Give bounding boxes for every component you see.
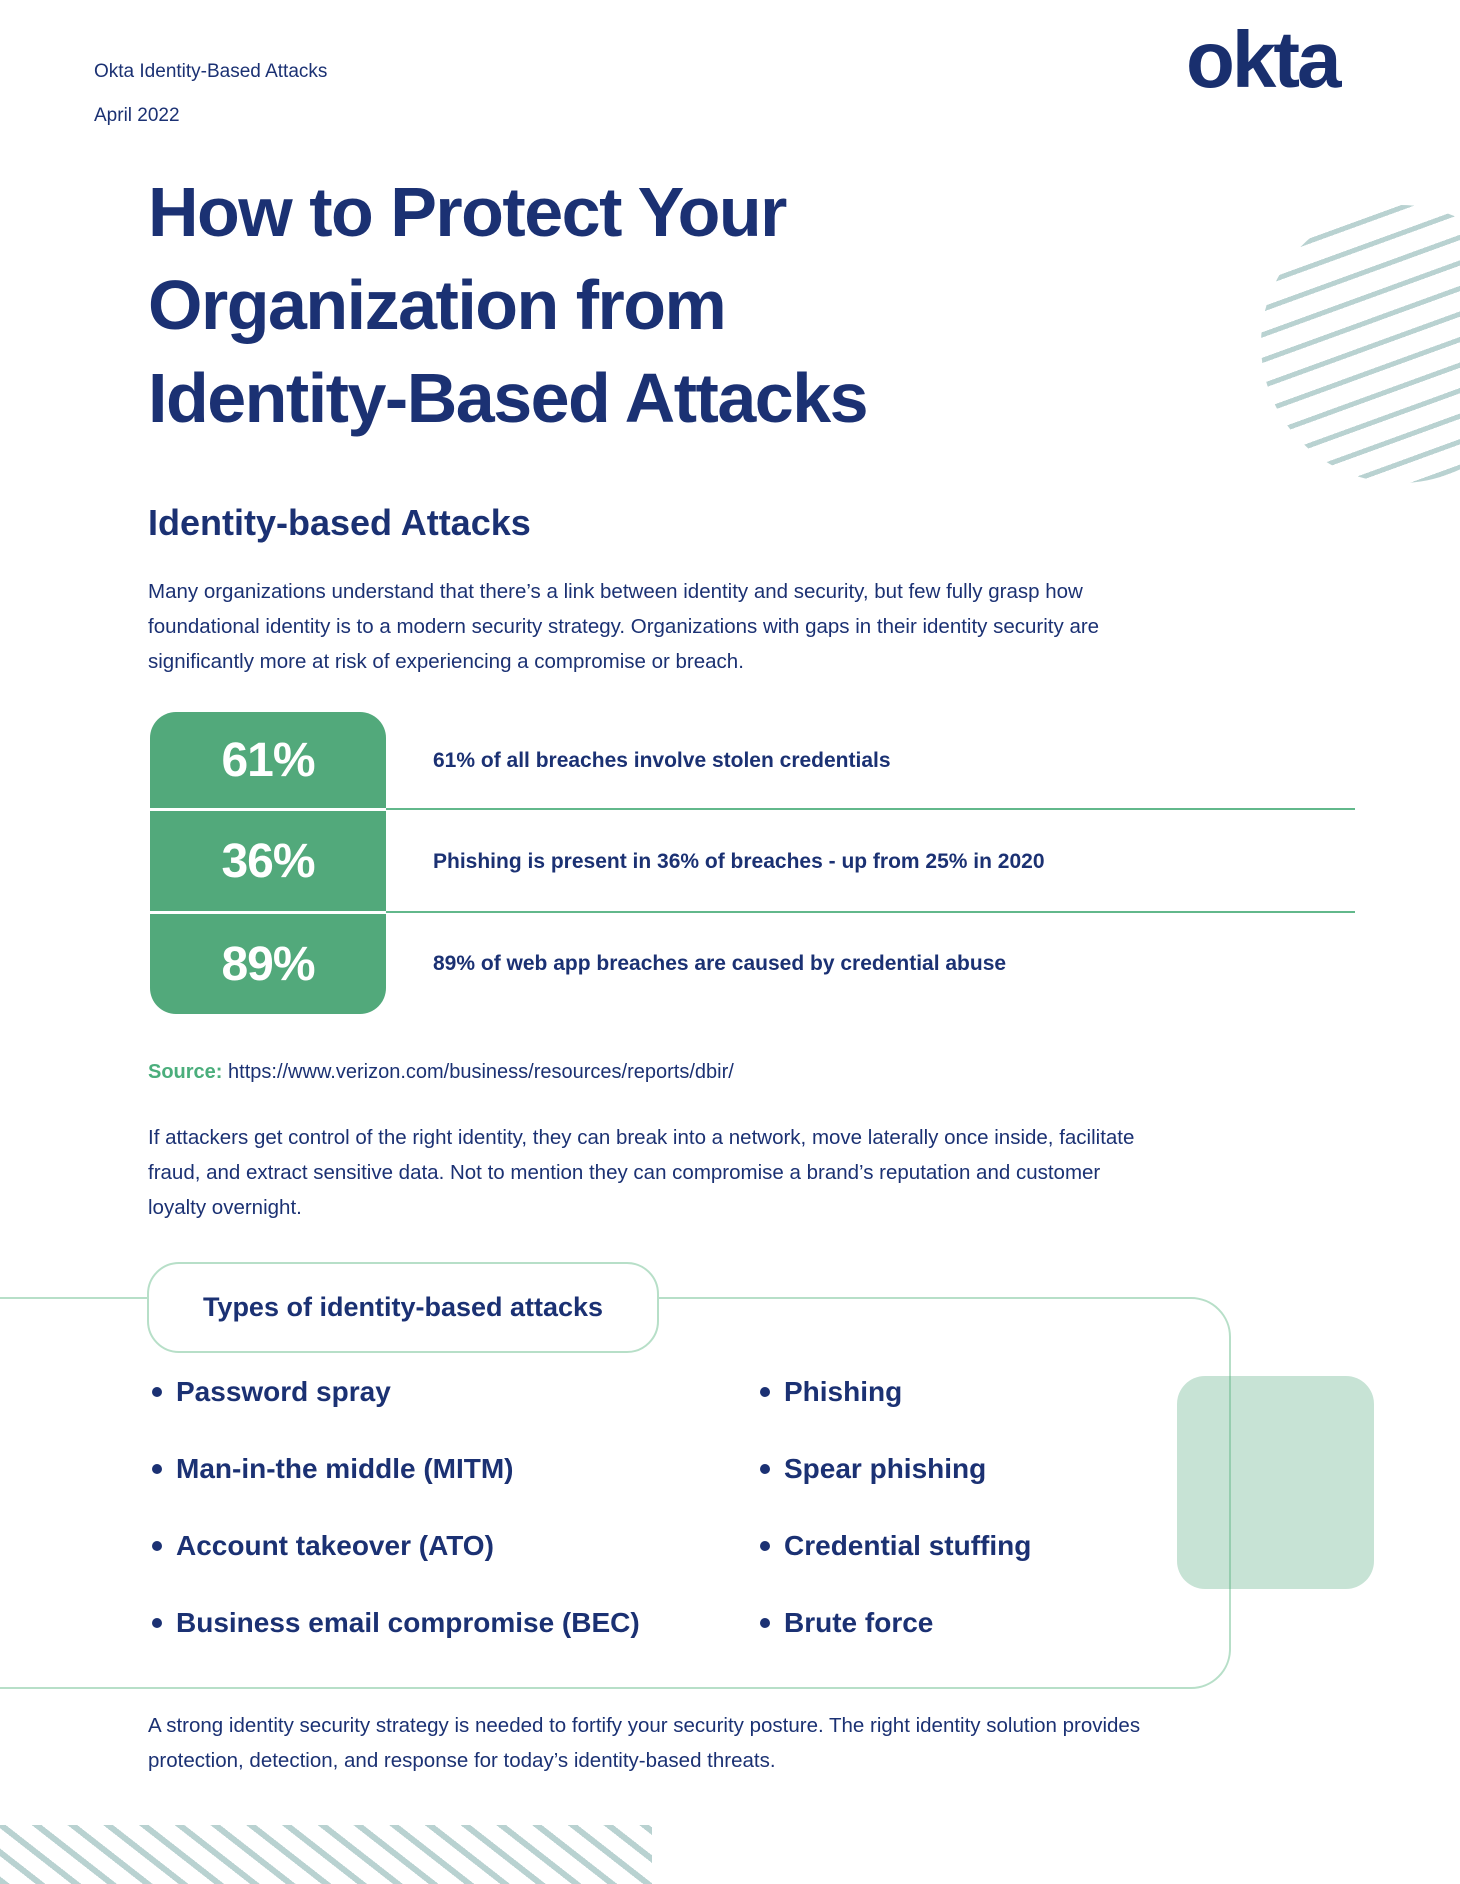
bullet-icon — [152, 1618, 162, 1628]
bullet-icon — [760, 1618, 770, 1628]
stat-value-36: 36% — [150, 811, 386, 911]
list-item: Account takeover (ATO) — [152, 1526, 640, 1566]
bullet-icon — [760, 1387, 770, 1397]
page-title: How to Protect Your Organization from Id… — [148, 166, 869, 445]
stat-value-61: 61% — [150, 712, 386, 808]
bullet-icon — [152, 1541, 162, 1551]
stat-row-divider — [386, 911, 1355, 913]
mint-rectangle-decoration — [1177, 1376, 1374, 1589]
document-date: April 2022 — [94, 105, 180, 126]
types-of-attacks-title: Types of identity-based attacks — [202, 1292, 604, 1322]
list-item: Brute force — [760, 1603, 1031, 1643]
attack-type-phishing: Phishing — [784, 1376, 903, 1407]
page-title-line-2: Organization from — [148, 266, 727, 344]
attack-type-bec: Business email compromise (BEC) — [176, 1607, 640, 1638]
page-title-line-3: Identity-Based Attacks — [148, 359, 869, 437]
types-of-attacks-pill: Types of identity-based attacks — [147, 1262, 659, 1353]
list-item: Phishing — [760, 1372, 1031, 1412]
striped-band-decoration — [0, 1825, 652, 1884]
list-item: Spear phishing — [760, 1449, 1031, 1489]
attack-type-spear-phishing: Spear phishing — [784, 1453, 987, 1484]
attack-type-brute-force: Brute force — [784, 1607, 934, 1638]
stat-label-credential-abuse: 89% of web app breaches are caused by cr… — [433, 952, 1007, 975]
stat-row-divider — [386, 808, 1355, 810]
bullet-icon — [152, 1387, 162, 1397]
attack-consequences-paragraph: If attackers get control of the right id… — [148, 1126, 1135, 1219]
stat-label-stolen-credentials: 61% of all breaches involve stolen crede… — [433, 749, 891, 772]
attack-type-mitm: Man-in-the middle (MITM) — [176, 1453, 514, 1484]
section-heading: Identity-based Attacks — [148, 502, 531, 543]
attack-type-credential-stuffing: Credential stuffing — [784, 1530, 1032, 1561]
document-meta: Okta Identity-Based Attacks April 2022 — [94, 50, 327, 138]
list-item: Man-in-the middle (MITM) — [152, 1449, 640, 1489]
attack-types-list-right: Phishing Spear phishing Credential stuff… — [760, 1372, 1031, 1680]
attack-type-password-spray: Password spray — [176, 1376, 391, 1407]
list-item: Business email compromise (BEC) — [152, 1603, 640, 1643]
source-line: Source: https://www.verizon.com/business… — [148, 1061, 734, 1084]
attack-types-list-left: Password spray Man-in-the middle (MITM) … — [152, 1372, 640, 1680]
stat-value-89: 89% — [150, 914, 386, 1014]
stat-value-column: 61% 36% 89% — [150, 712, 386, 1014]
closing-paragraph: A strong identity security strategy is n… — [148, 1714, 1141, 1772]
okta-logo: okta — [1186, 15, 1341, 104]
source-label: Source: — [148, 1061, 223, 1083]
bullet-icon — [760, 1464, 770, 1474]
stat-label-phishing: Phishing is present in 36% of breaches -… — [433, 850, 1045, 873]
striped-circle-decoration — [1261, 205, 1460, 483]
bullet-icon — [152, 1464, 162, 1474]
bullet-icon — [760, 1541, 770, 1551]
list-item: Password spray — [152, 1372, 640, 1412]
document-title: Okta Identity-Based Attacks — [94, 61, 328, 82]
source-url-link[interactable]: https://www.verizon.com/business/resourc… — [228, 1061, 734, 1083]
list-item: Credential stuffing — [760, 1526, 1031, 1566]
intro-paragraph: Many organizations understand that there… — [148, 580, 1100, 673]
attack-type-ato: Account takeover (ATO) — [176, 1530, 494, 1561]
page-title-line-1: How to Protect Your — [148, 173, 787, 251]
